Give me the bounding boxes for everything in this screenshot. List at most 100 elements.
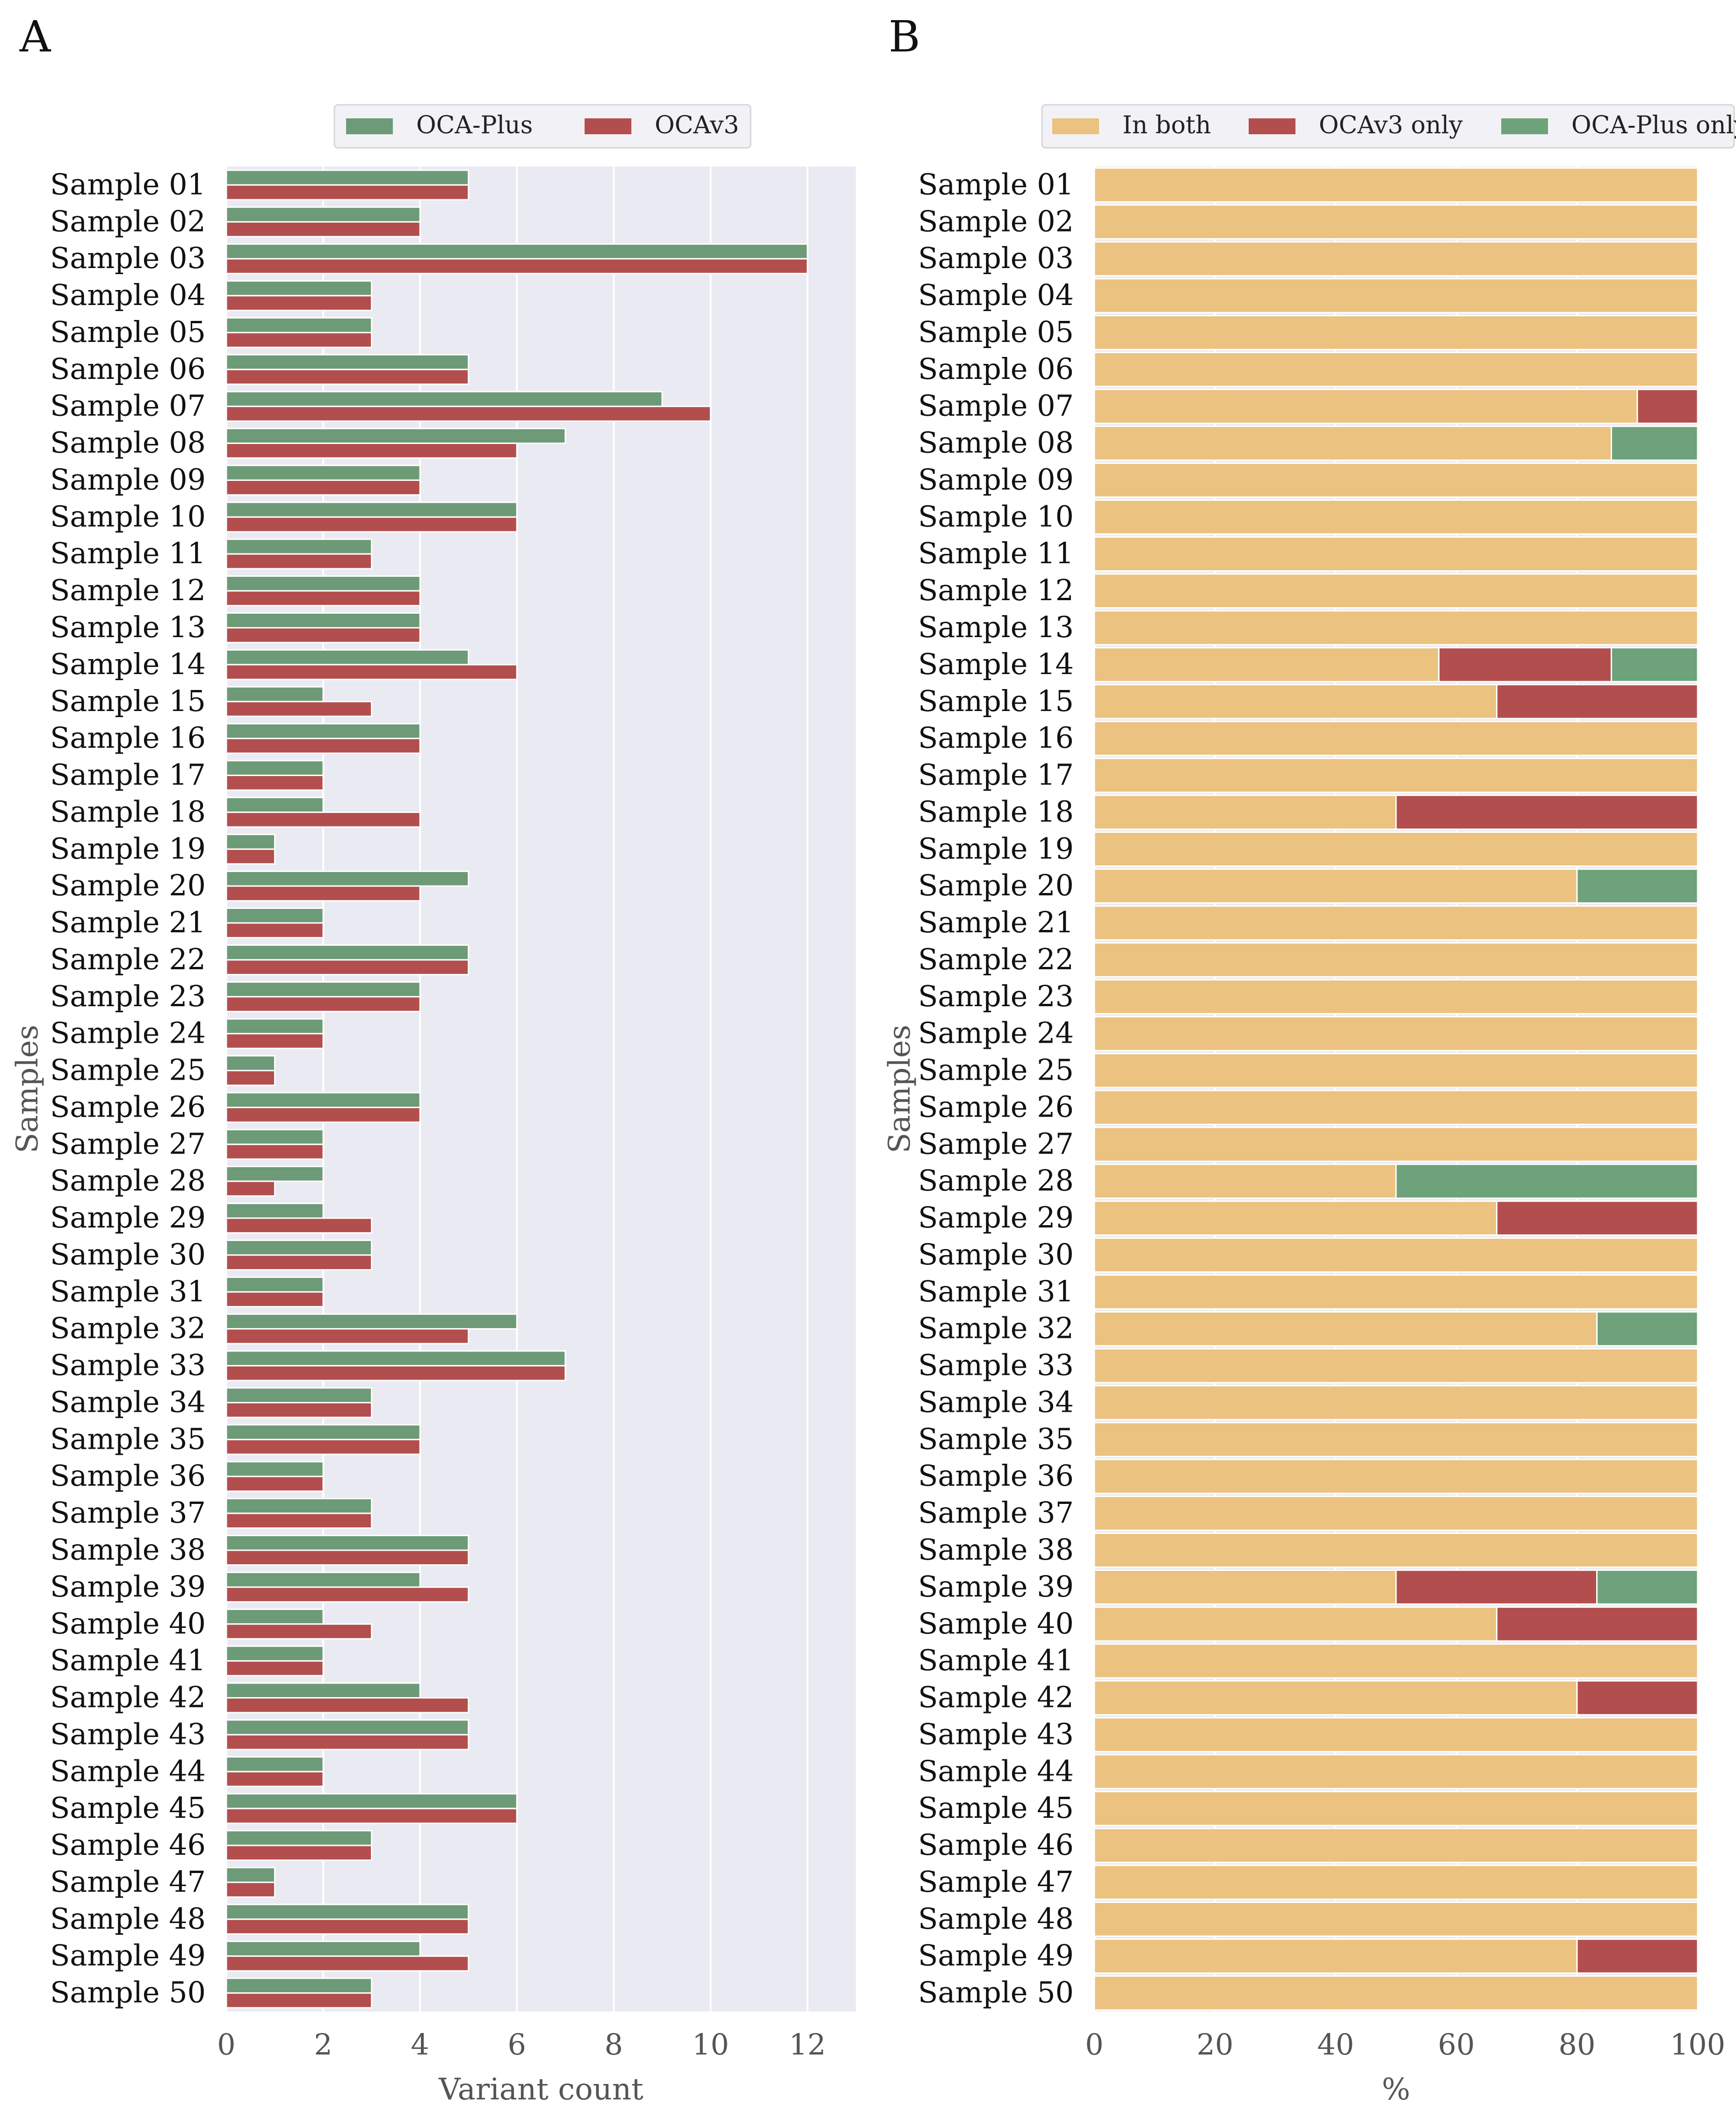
panel-b-bar-segment bbox=[1496, 1606, 1699, 1642]
panel-b-bar-segment bbox=[1093, 462, 1699, 498]
panel-a-bar bbox=[225, 1350, 566, 1367]
panel-a-bar bbox=[225, 1660, 324, 1677]
panel-a-bar bbox=[225, 686, 324, 703]
panel-a-bar bbox=[225, 612, 421, 629]
panel-b-bar-segment bbox=[1395, 1569, 1598, 1605]
panel-b-xtick-label: 100 bbox=[1670, 2027, 1725, 2062]
panel-a-bar bbox=[225, 1734, 470, 1750]
panel-a-bar bbox=[225, 1586, 470, 1603]
panel-b-bar-segment bbox=[1093, 1053, 1699, 1089]
panel-a-ytick-label: Sample 04 bbox=[50, 278, 206, 312]
panel-a-bar bbox=[225, 1549, 470, 1566]
panel-a-bar bbox=[225, 723, 421, 740]
panel-a-x-axis-title: Variant count bbox=[438, 2072, 644, 2107]
panel-b-bar-segment bbox=[1093, 1569, 1397, 1605]
panel-a-ytick-label: Sample 47 bbox=[50, 1865, 206, 1899]
panel-b-ytick-label: Sample 15 bbox=[918, 684, 1074, 718]
panel-b-bar-segment bbox=[1596, 1569, 1699, 1605]
panel-a-xtick-label: 6 bbox=[508, 2027, 526, 2062]
panel-a-ytick-label: Sample 03 bbox=[50, 241, 206, 275]
panel-a-ytick-label: Sample 30 bbox=[50, 1237, 206, 1271]
panel-a-bar bbox=[225, 406, 711, 422]
panel-a-bar bbox=[225, 1217, 373, 1234]
panel-b-ytick-label: Sample 26 bbox=[918, 1089, 1074, 1124]
panel-b-ytick-label: Sample 12 bbox=[918, 573, 1074, 607]
panel-b-y-axis-title: Samples bbox=[882, 1025, 917, 1154]
panel-b-ytick-label: Sample 45 bbox=[918, 1791, 1074, 1825]
panel-b-ytick-label: Sample 08 bbox=[918, 426, 1074, 460]
panel-a-ytick-label: Sample 16 bbox=[50, 721, 206, 755]
panel-b-ytick-label: Sample 43 bbox=[918, 1717, 1074, 1751]
panel-a-bar bbox=[225, 1328, 470, 1344]
panel-a-ytick-label: Sample 24 bbox=[50, 1016, 206, 1050]
panel-a-ytick-label: Sample 18 bbox=[50, 794, 206, 828]
panel-a-bar bbox=[225, 664, 518, 680]
panel-b-bar-segment bbox=[1093, 868, 1578, 904]
panel-b-ytick-label: Sample 48 bbox=[918, 1902, 1074, 1936]
panel-a-bar bbox=[225, 1844, 373, 1861]
panel-b-bar-segment bbox=[1093, 1163, 1397, 1199]
panel-b-bar-segment bbox=[1093, 536, 1699, 572]
panel-a-bar bbox=[225, 1808, 518, 1824]
panel-a-bar bbox=[225, 184, 470, 201]
panel-a-bar bbox=[225, 1239, 373, 1256]
panel-b-bar-segment bbox=[1093, 1237, 1699, 1273]
panel-a-bar bbox=[225, 1623, 373, 1640]
panel-b-legend-swatch bbox=[1501, 118, 1548, 134]
panel-a-bar bbox=[225, 1475, 324, 1492]
panel-b-bar-segment bbox=[1576, 1680, 1699, 1716]
panel-b-bar-segment bbox=[1093, 610, 1699, 646]
panel-a-bar bbox=[225, 1106, 421, 1123]
panel-a-bar bbox=[225, 206, 421, 223]
panel-a-bar bbox=[225, 1166, 324, 1182]
panel-a-bar bbox=[225, 1498, 373, 1514]
panel-b-xtick-label: 80 bbox=[1559, 2027, 1596, 2062]
panel-a-bar bbox=[225, 1903, 470, 1920]
panel-b-bar-segment bbox=[1093, 167, 1699, 203]
panel-b-ytick-label: Sample 42 bbox=[918, 1680, 1074, 1714]
panel-b-ytick-label: Sample 03 bbox=[918, 241, 1074, 275]
panel-a-xtick-label: 2 bbox=[314, 2027, 332, 2062]
panel-b-ytick-label: Sample 31 bbox=[918, 1274, 1074, 1308]
panel-a-legend-label: OCAv3 bbox=[655, 111, 739, 139]
panel-b-ytick-label: Sample 07 bbox=[918, 389, 1074, 423]
panel-a-bar bbox=[225, 944, 470, 961]
panel-a-bar bbox=[225, 1424, 421, 1440]
panel-a-bar bbox=[225, 649, 470, 666]
panel-a-ytick-label: Sample 44 bbox=[50, 1754, 206, 1788]
panel-b-bar-segment bbox=[1093, 794, 1397, 830]
panel-b-bar-segment bbox=[1093, 1828, 1699, 1863]
panel-a-bar bbox=[225, 1055, 276, 1072]
panel-a-bar bbox=[225, 1291, 324, 1307]
panel-a-ytick-label: Sample 39 bbox=[50, 1569, 206, 1604]
panel-a-bar bbox=[225, 280, 373, 297]
panel-b-bar-segment bbox=[1093, 831, 1699, 867]
panel-a-bar bbox=[225, 1438, 421, 1455]
panel-b-ytick-label: Sample 05 bbox=[918, 315, 1074, 349]
panel-a-ytick-label: Sample 33 bbox=[50, 1348, 206, 1382]
panel-a-bar bbox=[225, 1203, 324, 1219]
panel-b-bar-segment bbox=[1093, 1459, 1699, 1495]
panel-b-bar-segment bbox=[1093, 905, 1699, 941]
panel-a-ytick-label: Sample 31 bbox=[50, 1274, 206, 1308]
panel-b-ytick-label: Sample 29 bbox=[918, 1200, 1074, 1234]
panel-a-bar bbox=[225, 1180, 276, 1197]
panel-a-bar bbox=[225, 922, 324, 939]
panel-b-bar-segment bbox=[1093, 1496, 1699, 1531]
panel-a-bar bbox=[225, 1977, 373, 1994]
panel-a-ytick-label: Sample 48 bbox=[50, 1902, 206, 1936]
panel-a-bar bbox=[225, 848, 276, 865]
panel-b-x-axis-title: % bbox=[1382, 2072, 1410, 2107]
panel-b-bar-segment bbox=[1093, 647, 1440, 682]
panel-b-bar-segment bbox=[1093, 241, 1699, 276]
panel-b-bar-segment bbox=[1093, 757, 1699, 793]
panel-a-bar bbox=[225, 959, 470, 975]
panel-b-ytick-label: Sample 02 bbox=[918, 204, 1074, 238]
panel-a-bar bbox=[225, 1461, 324, 1477]
panel-a-ytick-label: Sample 42 bbox=[50, 1680, 206, 1714]
panel-a-bar bbox=[225, 871, 470, 887]
panel-a-xtick-label: 8 bbox=[605, 2027, 623, 2062]
panel-b-ytick-label: Sample 17 bbox=[918, 758, 1074, 792]
panel-a-bar bbox=[225, 996, 421, 1012]
panel-a-ytick-label: Sample 43 bbox=[50, 1717, 206, 1751]
